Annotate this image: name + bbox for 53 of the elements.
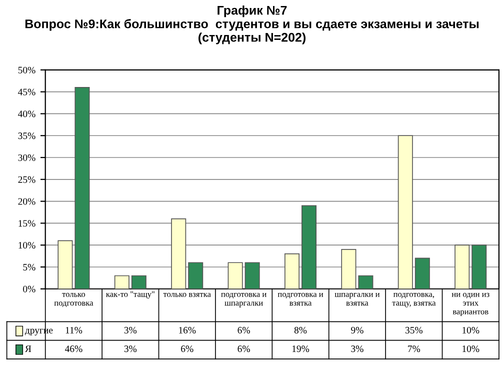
legend-label: Я <box>24 346 32 352</box>
y-tick-label: 45% <box>18 88 36 96</box>
y-tick-label: 15% <box>18 220 36 227</box>
data-label: 35% <box>405 326 422 334</box>
data-label: 16% <box>179 326 196 334</box>
chart-title: График №7 Вопрос №9:Как большинство студентов и вы сдаете экзамены и зачеты (студенты N=202) <box>25 6 479 44</box>
bar <box>58 240 73 289</box>
y-tick-label: 40% <box>18 110 36 118</box>
data-label: 6% <box>238 326 250 334</box>
x-tick-label: ни один из этих вариантов <box>452 292 490 316</box>
x-tick-label: как-то "тащу" <box>106 291 154 299</box>
y-tick-label: 50% <box>18 66 36 74</box>
bar <box>358 275 374 289</box>
bar <box>472 244 487 289</box>
bar <box>341 249 356 289</box>
bar <box>414 258 430 289</box>
y-tick-label: 35% <box>18 132 36 140</box>
bar <box>284 253 300 289</box>
y-tick-label: 0% <box>23 286 36 292</box>
x-tick-label: подготовка и шпаргалки <box>221 292 266 308</box>
bar <box>228 262 243 289</box>
bar <box>188 262 204 289</box>
bar <box>302 205 317 289</box>
data-label: 3% <box>124 326 137 334</box>
x-tick-label: только взятка <box>163 292 211 297</box>
y-tick-label: 30% <box>18 154 36 162</box>
x-tick-label: подготовка, тащу, взятка <box>392 292 436 308</box>
bar <box>114 275 130 289</box>
bar <box>244 262 260 289</box>
x-tick-label: только подготовка <box>54 292 94 308</box>
data-label: 9% <box>351 326 364 334</box>
data-label: 7% <box>408 346 420 352</box>
data-label: 10% <box>462 346 480 352</box>
bar <box>454 244 470 289</box>
x-tick-label: шпаргалки и взятка <box>334 292 380 306</box>
data-label: 8% <box>294 326 307 334</box>
data-label: 3% <box>124 346 137 352</box>
data-label: 6% <box>181 346 194 352</box>
bar <box>131 275 146 289</box>
bar <box>171 218 186 289</box>
y-tick-label: 10% <box>18 242 36 249</box>
data-label: 11% <box>66 326 82 334</box>
y-tick-label: 25% <box>18 176 36 183</box>
bar <box>398 135 413 289</box>
x-tick-label: подготовка и взятка <box>278 292 324 306</box>
data-label: 6% <box>238 346 250 352</box>
bar <box>74 87 90 289</box>
data-label: 46% <box>64 346 82 352</box>
data-label: 19% <box>292 346 310 352</box>
y-tick-label: 20% <box>18 198 36 205</box>
y-tick-label: 5% <box>23 264 36 270</box>
data-label: 10% <box>462 326 480 334</box>
data-label: 3% <box>351 346 364 352</box>
